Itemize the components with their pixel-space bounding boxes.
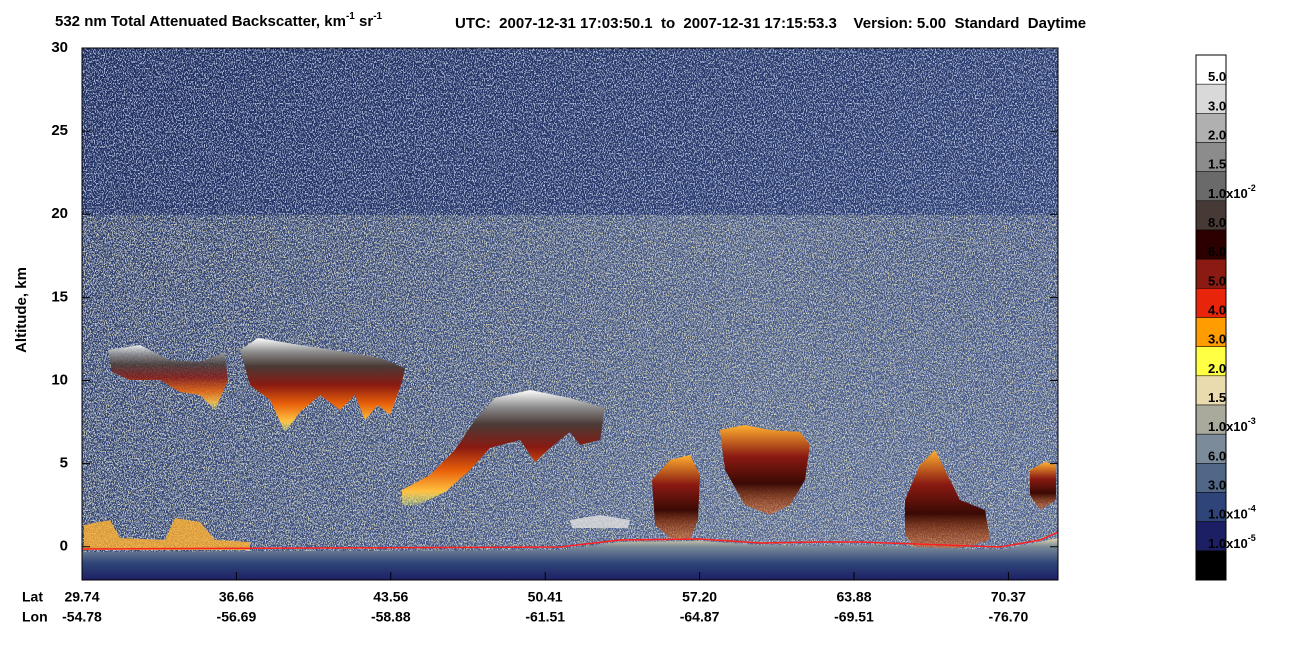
colorbar-swatch bbox=[1195, 404, 1227, 435]
x-tick-label: 50.41 bbox=[528, 589, 563, 605]
colorbar-label-text: 6.0 bbox=[1208, 245, 1226, 260]
colorbar-label-sup: -2 bbox=[1248, 183, 1256, 193]
y-tick-label: 15 bbox=[51, 288, 68, 305]
colorbar-label: 1.0x10-4 bbox=[1208, 504, 1256, 522]
title-superscript: -1 bbox=[373, 11, 382, 22]
colorbar-label-text: 5.0 bbox=[1208, 70, 1226, 85]
colorbar-label-text: 1.5 bbox=[1208, 157, 1226, 172]
colorbar-label: 1.0x10-3 bbox=[1208, 417, 1256, 435]
colorbar-label-text: 4.0 bbox=[1208, 303, 1226, 318]
x-tick-label: 43.56 bbox=[373, 589, 408, 605]
x-tick-label: -54.78 bbox=[62, 609, 102, 625]
colorbar-swatch bbox=[1195, 433, 1227, 464]
y-tick-label: 0 bbox=[60, 538, 68, 555]
colorbar-label: 5.0 bbox=[1208, 70, 1226, 85]
colorbar-label: 8.0 bbox=[1208, 215, 1226, 230]
colorbar-label-text: 1.5 bbox=[1208, 390, 1226, 405]
colorbar-swatch bbox=[1195, 83, 1227, 114]
title-text: 532 nm Total Attenuated Backscatter, km bbox=[55, 13, 346, 30]
colorbar-label: 1.5 bbox=[1208, 390, 1226, 405]
colorbar-label: 5.0 bbox=[1208, 274, 1226, 289]
colorbar-label: 3.0 bbox=[1208, 332, 1226, 347]
x-tick-label: -64.87 bbox=[680, 609, 720, 625]
colorbar-swatch bbox=[1195, 375, 1227, 406]
colorbar-label: 4.0 bbox=[1208, 303, 1226, 318]
x-tick-label: 29.74 bbox=[64, 589, 99, 605]
colorbar-label-text: 3.0 bbox=[1208, 99, 1226, 114]
colorbar-label: 2.0 bbox=[1208, 128, 1226, 143]
colorbar-label-text: 5.0 bbox=[1208, 274, 1226, 289]
x-tick-label: -56.69 bbox=[217, 609, 257, 625]
colorbar-label-text: 1.0x10 bbox=[1208, 186, 1248, 201]
x-tick-label: -69.51 bbox=[834, 609, 874, 625]
x-tick-label: 70.37 bbox=[991, 589, 1026, 605]
colorbar-label: 3.0 bbox=[1208, 99, 1226, 114]
colorbar-swatch bbox=[1195, 142, 1227, 172]
colorbar-swatch bbox=[1195, 463, 1227, 493]
colorbar-label-sup: -5 bbox=[1248, 533, 1256, 543]
colorbar-label: 6.0 bbox=[1208, 449, 1226, 464]
colorbar-label-text: 2.0 bbox=[1208, 361, 1226, 376]
x-tick-label: -58.88 bbox=[371, 609, 411, 625]
x-tick-label: 57.20 bbox=[682, 589, 717, 605]
colorbar-label: 1.0x10-2 bbox=[1208, 183, 1256, 201]
colorbar-label: 6.0 bbox=[1208, 245, 1226, 260]
chart-subtitle: UTC: 2007-12-31 17:03:50.1 to 2007-12-31… bbox=[455, 15, 1086, 32]
y-tick-label: 5 bbox=[60, 455, 68, 472]
colorbar-label-sup: -4 bbox=[1248, 504, 1256, 514]
colorbar-frame bbox=[1195, 54, 1227, 581]
y-axis-label: Altitude, km bbox=[13, 267, 30, 353]
colorbar-label: 3.0 bbox=[1208, 478, 1226, 493]
colorbar-label-sup: -3 bbox=[1248, 417, 1256, 427]
colorbar-swatch bbox=[1195, 550, 1227, 581]
x-tick-label: -76.70 bbox=[989, 609, 1029, 625]
colorbar-label-text: 1.0x10 bbox=[1208, 420, 1248, 435]
colorbar-label-text: 2.0 bbox=[1208, 128, 1226, 143]
colorbar-label-text: 3.0 bbox=[1208, 478, 1226, 493]
colorbar-label-text: 1.0x10 bbox=[1208, 507, 1248, 522]
plot-frame bbox=[81, 47, 1059, 581]
title-text: sr bbox=[355, 13, 374, 30]
colorbar-label-text: 6.0 bbox=[1208, 449, 1226, 464]
backscatter-image bbox=[82, 48, 1058, 580]
title-superscript: -1 bbox=[346, 11, 355, 22]
colorbar-label-text: 3.0 bbox=[1208, 332, 1226, 347]
colorbar-label-text: 8.0 bbox=[1208, 215, 1226, 230]
y-tick-label: 20 bbox=[51, 205, 68, 222]
y-tick-label: 30 bbox=[51, 39, 68, 56]
x-tick-label: -61.51 bbox=[525, 609, 565, 625]
colorbar-swatch bbox=[1195, 521, 1227, 552]
colorbar-swatch bbox=[1195, 200, 1227, 231]
x-tick-label: 36.66 bbox=[219, 589, 254, 605]
y-tick-label: 25 bbox=[51, 122, 68, 139]
colorbar-label-text: 1.0x10 bbox=[1208, 536, 1248, 551]
colorbar-swatch bbox=[1195, 346, 1227, 377]
colorbar-label: 1.0x10-5 bbox=[1208, 533, 1256, 551]
colorbar-label: 2.0 bbox=[1208, 361, 1226, 376]
x-row-label: Lon bbox=[22, 609, 48, 625]
x-tick-label: 63.88 bbox=[836, 589, 871, 605]
chart-title: 532 nm Total Attenuated Backscatter, km-… bbox=[55, 11, 383, 30]
x-row-label: Lat bbox=[22, 589, 43, 605]
y-tick-label: 10 bbox=[51, 371, 68, 388]
colorbar-label: 1.5 bbox=[1208, 157, 1226, 172]
